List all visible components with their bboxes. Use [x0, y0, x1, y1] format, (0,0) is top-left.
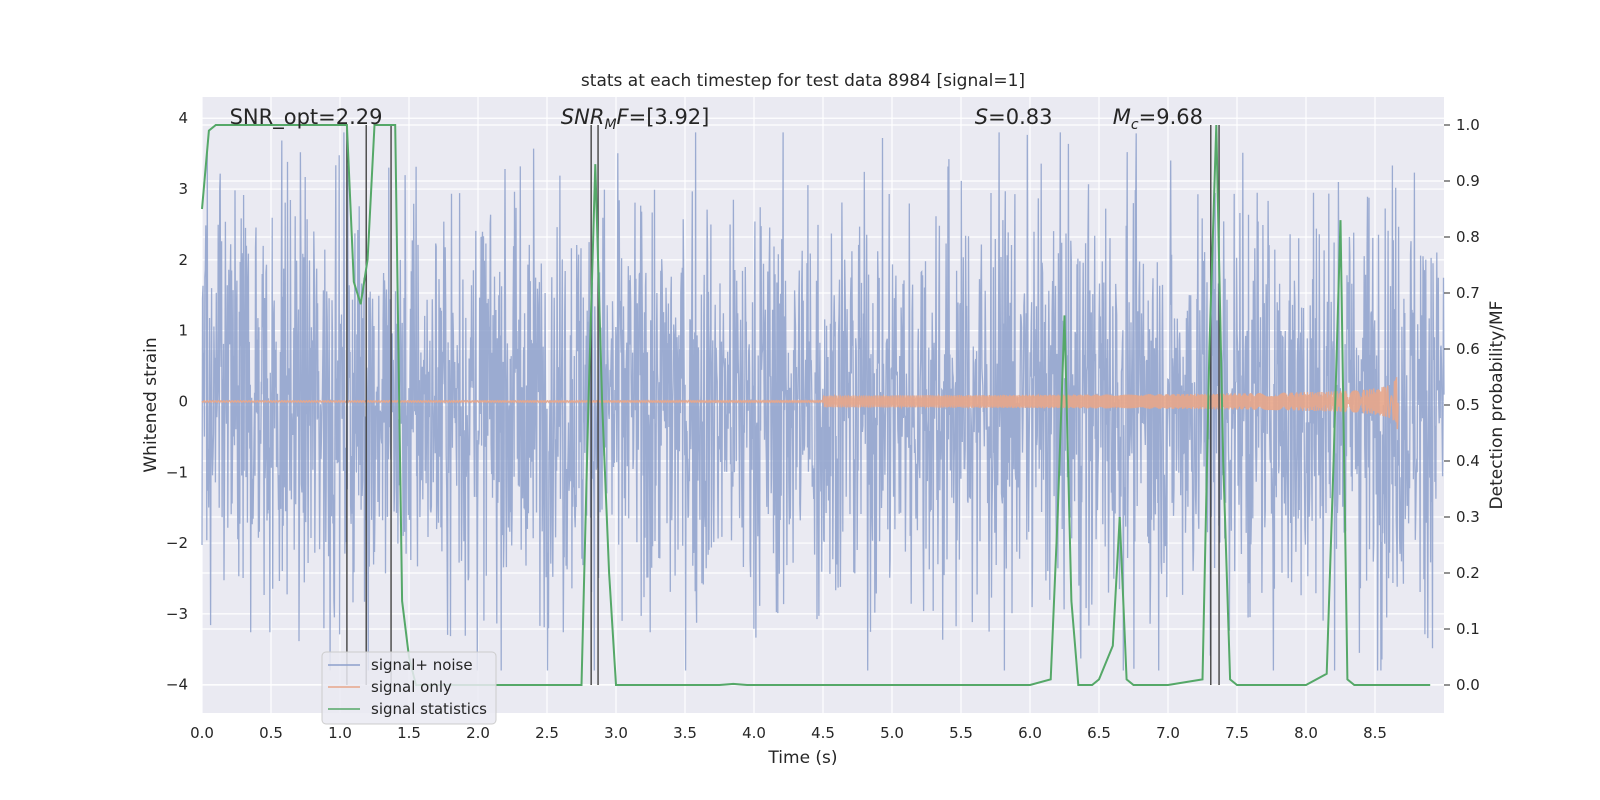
x-axis-ticks: 0.0 0.5 1.0 1.5 2.0 2.5 3.0 3.5 4.0 4.5 5.0 5.5 6.0 6… [190, 724, 1387, 742]
annotation-s: S=0.83 [975, 105, 1053, 129]
x-tick-label: 8.5 [1363, 724, 1387, 742]
x-tick-label: 2.5 [535, 724, 559, 742]
y-axis-ticks: −4 −3 −2 −1 0 1 2 3 4 [166, 109, 188, 693]
legend-label-signal-noise: signal+ noise [371, 656, 473, 674]
y2-tick-label: 0.8 [1456, 228, 1480, 246]
x-tick-label: 0.5 [259, 724, 283, 742]
series-signal-only [201, 377, 1399, 430]
legend-label-signal-statistics: signal statistics [371, 700, 487, 718]
signal-statistics-line [201, 124, 1431, 686]
y2-tick-label: 0.5 [1456, 396, 1480, 414]
x-tick-label: 1.5 [397, 724, 421, 742]
annotations: SNR_opt=2.29 SNRMF=[3.92] S=0.83 Mc=9.68 [230, 105, 1203, 133]
y2-tick-label: 0.4 [1456, 452, 1480, 470]
x-axis-title: Time (s) [767, 748, 837, 768]
legend: signal+ noise signal only signal statist… [321, 651, 497, 725]
x-tick-label: 6.5 [1087, 724, 1111, 742]
y2-tick-label: 0.6 [1456, 340, 1480, 358]
x-tick-label: 5.0 [880, 724, 904, 742]
y-tick-label: 1 [178, 322, 188, 340]
x-tick-label: 6.0 [1018, 724, 1042, 742]
x-tick-label: 2.0 [466, 724, 490, 742]
y-tick-label: 4 [178, 109, 188, 127]
y2-tick-label: 0.3 [1456, 508, 1480, 526]
x-tick-label: 3.5 [673, 724, 697, 742]
y-tick-label: −2 [166, 534, 188, 552]
x-tick-label: 0.0 [190, 724, 214, 742]
annotation-snr_mf: SNRMF=[3.92] [561, 105, 710, 133]
chart-title: stats at each timestep for test data 898… [581, 71, 1025, 91]
annotation-mc: Mc=9.68 [1113, 105, 1203, 133]
y-tick-label: 3 [178, 180, 188, 198]
series-signal-noise [201, 132, 1445, 671]
annotation-snr_opt: SNR_opt=2.29 [230, 105, 383, 130]
vertical-markers [346, 125, 1220, 685]
y2-tick-label: 0.7 [1456, 284, 1480, 302]
y2-tick-label: 0.1 [1456, 620, 1480, 638]
x-tick-label: 1.0 [328, 724, 352, 742]
y2-tick-label: 0.0 [1456, 676, 1480, 694]
y2-axis-title: Detection probability/MF [1487, 301, 1507, 510]
y-tick-label: −3 [166, 605, 188, 623]
legend-frame [321, 651, 497, 725]
signal-noise-line [201, 132, 1445, 671]
x-tick-label: 3.0 [604, 724, 628, 742]
x-tick-label: 8.0 [1294, 724, 1318, 742]
y2-tick-label: 0.9 [1456, 172, 1480, 190]
y-tick-label: 2 [178, 251, 188, 269]
y-tick-label: −1 [166, 463, 188, 481]
y-tick-label: 0 [178, 392, 188, 410]
y-tick-label: −4 [166, 676, 188, 694]
y2-axis-ticks: 0.0 0.1 0.2 0.3 0.4 0.5 0.6 0.7 0.8 0.9 1.0 [1444, 116, 1480, 694]
x-tick-label: 4.0 [742, 724, 766, 742]
series-signal-statistics [201, 124, 1431, 686]
y2-tick-label: 0.2 [1456, 564, 1480, 582]
signal-only-line [201, 377, 1399, 430]
y-axis-title: Whitened strain [141, 337, 161, 472]
x-tick-label: 5.5 [949, 724, 973, 742]
x-tick-label: 4.5 [811, 724, 835, 742]
x-tick-label: 7.0 [1156, 724, 1180, 742]
x-tick-label: 7.5 [1225, 724, 1249, 742]
legend-label-signal-only: signal only [371, 678, 452, 696]
y2-tick-label: 1.0 [1456, 116, 1480, 134]
